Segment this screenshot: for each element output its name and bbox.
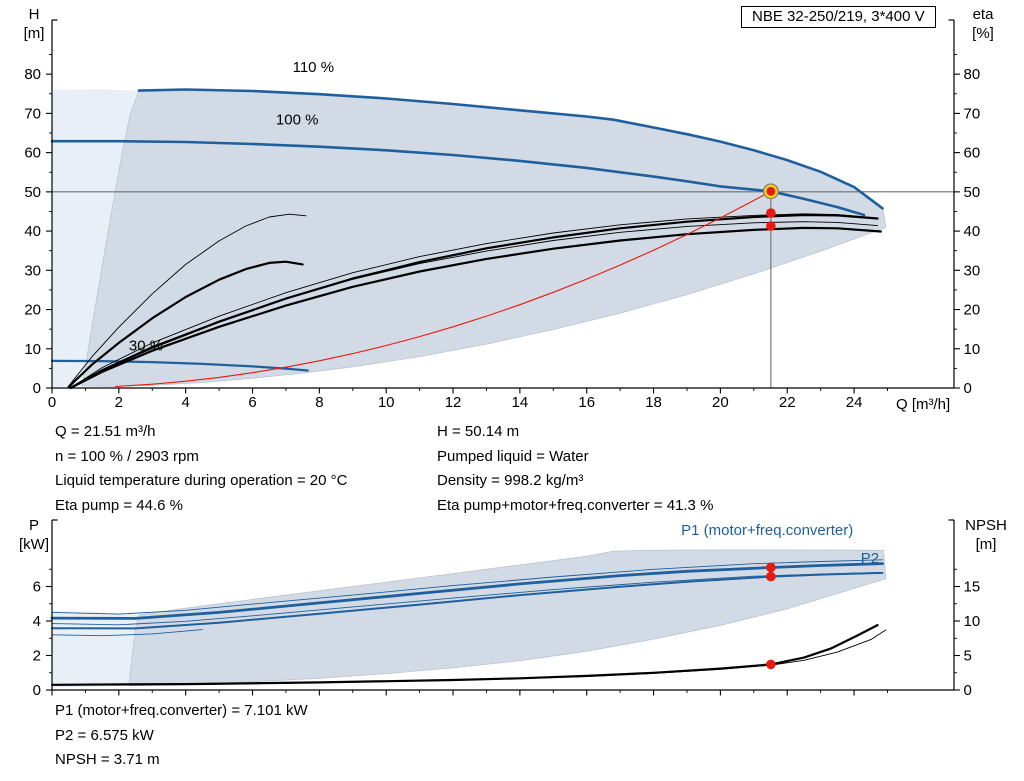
pump-model-title: NBE 32-250/219, 3*400 V — [741, 6, 936, 28]
x-tick-label: 6 — [248, 394, 256, 411]
npsh-tick-label: 0 — [964, 682, 972, 699]
power-area — [128, 549, 887, 687]
eta-axis-unit: [%] — [972, 25, 994, 42]
curve-label: P1 (motor+freq.converter) — [681, 522, 853, 539]
allowed-area-light — [52, 89, 139, 387]
q-axis-label: Q [m³/h] — [896, 396, 951, 413]
x-tick-label: 0 — [48, 394, 56, 411]
info-line-q: Q = 21.51 m³/h — [55, 423, 156, 440]
h-tick-label: 10 — [24, 341, 41, 358]
x-tick-label: 20 — [712, 394, 729, 411]
x-tick-label: 18 — [645, 394, 662, 411]
info-line-liquid: Pumped liquid = Water — [437, 447, 589, 465]
eta-pump-thin-curve — [69, 213, 875, 389]
x-tick-label: 12 — [445, 394, 462, 411]
duty-info-left: Q = 21.51 m³/h n = 100 % / 2903 rpm Liqu… — [55, 420, 347, 518]
npsh-tick-label: 10 — [964, 613, 981, 630]
info-line-speed: n = 100 % / 2903 rpm — [55, 447, 199, 465]
curve-label: 30 % — [129, 337, 163, 354]
p2-curve — [51, 571, 884, 630]
curve-label: 100 % — [276, 111, 319, 128]
allowed-area — [81, 89, 887, 387]
h-tick-label: 20 — [24, 302, 41, 319]
h-axis-label: H [m] — [14, 5, 54, 43]
h-tick-label: 60 — [24, 145, 41, 162]
x-tick-label: 22 — [779, 394, 796, 411]
h-tick-label: 0 — [33, 380, 41, 397]
npsh-axis-unit: [m] — [975, 536, 997, 553]
info-line-eta-total: Eta pump+motor+freq.converter = 41.3 % — [437, 496, 714, 514]
eta-axis-symbol: eta — [972, 6, 994, 23]
p-part-speed-c-curve — [51, 629, 203, 637]
p-tick-label: 0 — [33, 682, 41, 699]
eta-tick-label: 10 — [964, 341, 981, 358]
info-line-density: Density = 998.2 kg/m³ — [437, 472, 584, 489]
eta-tick-label: 40 — [964, 223, 981, 240]
p-axis-label: P [kW] — [12, 516, 56, 554]
operating-point-marker — [766, 208, 776, 218]
x-tick-label: 8 — [315, 394, 323, 411]
x-tick-label: 2 — [115, 394, 123, 411]
p-tick-label: 6 — [33, 579, 41, 596]
eta-tick-label: 0 — [964, 380, 972, 397]
eta-tick-label: 30 — [964, 262, 981, 279]
curve-label: P2 — [861, 550, 879, 567]
system-curve — [114, 190, 772, 388]
operating-point-marker — [766, 571, 776, 582]
eta-part-speed-curve — [67, 260, 304, 388]
info-line-npsh: NPSH = 3.71 m — [55, 751, 160, 768]
operating-point-marker — [766, 221, 776, 231]
p1-curve — [50, 562, 884, 620]
h-tick-label: 40 — [24, 223, 41, 240]
p-part-speed-a-curve — [51, 559, 883, 615]
p-axis-symbol: P — [28, 517, 39, 534]
power-npsh-chart: 0 2 4 6 0 5 10 15 P1 (motor+freq.converter) P2 — [33, 519, 981, 699]
p-tick-label: 2 — [33, 648, 41, 665]
eta-pump-curve — [69, 213, 879, 390]
eta-tick-label: 70 — [964, 105, 981, 122]
h-tick-label: 50 — [24, 184, 41, 201]
h-axis-unit: [m] — [23, 25, 45, 42]
eta-total-curve — [69, 226, 882, 390]
eta-tick-label: 20 — [964, 302, 981, 319]
h-tick-label: 30 — [24, 262, 41, 279]
speed-100-curve — [50, 139, 866, 217]
operating-point-marker — [766, 659, 776, 670]
eta-axis-label: eta [%] — [960, 5, 1006, 43]
x-tick-label: 14 — [512, 394, 529, 411]
info-line-h: H = 50.14 m — [437, 423, 520, 440]
eta-tick-label: 80 — [964, 66, 981, 83]
info-line-p2: P2 = 6.575 kW — [55, 726, 154, 744]
speed-110-curve — [137, 88, 884, 210]
info-line-p1: P1 (motor+freq.converter) = 7.101 kW — [55, 702, 308, 719]
eta-tick-label: 50 — [964, 184, 981, 201]
x-tick-label: 16 — [578, 394, 595, 411]
npsh-tick-label: 5 — [964, 648, 972, 665]
duty-point-marker-center — [766, 186, 776, 196]
eta-part-speed-thin-curve — [68, 213, 307, 387]
power-area-light — [52, 610, 139, 688]
npsh-axis-label: NPSH [m] — [956, 516, 1016, 554]
p-axis-unit: [kW] — [19, 536, 49, 553]
x-tick-label: 4 — [182, 394, 190, 411]
h-axis-symbol: H — [28, 6, 40, 23]
npsh-axis-symbol: NPSH — [965, 517, 1007, 534]
npsh-curve — [50, 624, 879, 686]
info-line-temperature: Liquid temperature during operation = 20… — [55, 472, 348, 489]
eta-tick-label: 60 — [964, 145, 981, 162]
x-tick-label: 10 — [378, 394, 395, 411]
h-tick-label: 70 — [24, 105, 41, 122]
info-line-eta-pump: Eta pump = 44.6 % — [55, 496, 183, 514]
speed-30-curve — [50, 359, 309, 372]
x-tick-label: 24 — [846, 394, 863, 411]
curve-label: 110 % — [293, 59, 334, 76]
npsh-tick-label: 15 — [964, 579, 981, 596]
duty-info-right: H = 50.14 m Pumped liquid = Water Densit… — [437, 420, 713, 518]
operating-point-marker — [766, 562, 776, 573]
p-tick-label: 4 — [33, 613, 41, 630]
h-tick-label: 80 — [24, 66, 41, 83]
power-info: P1 (motor+freq.converter) = 7.101 kW P2 … — [55, 699, 308, 773]
